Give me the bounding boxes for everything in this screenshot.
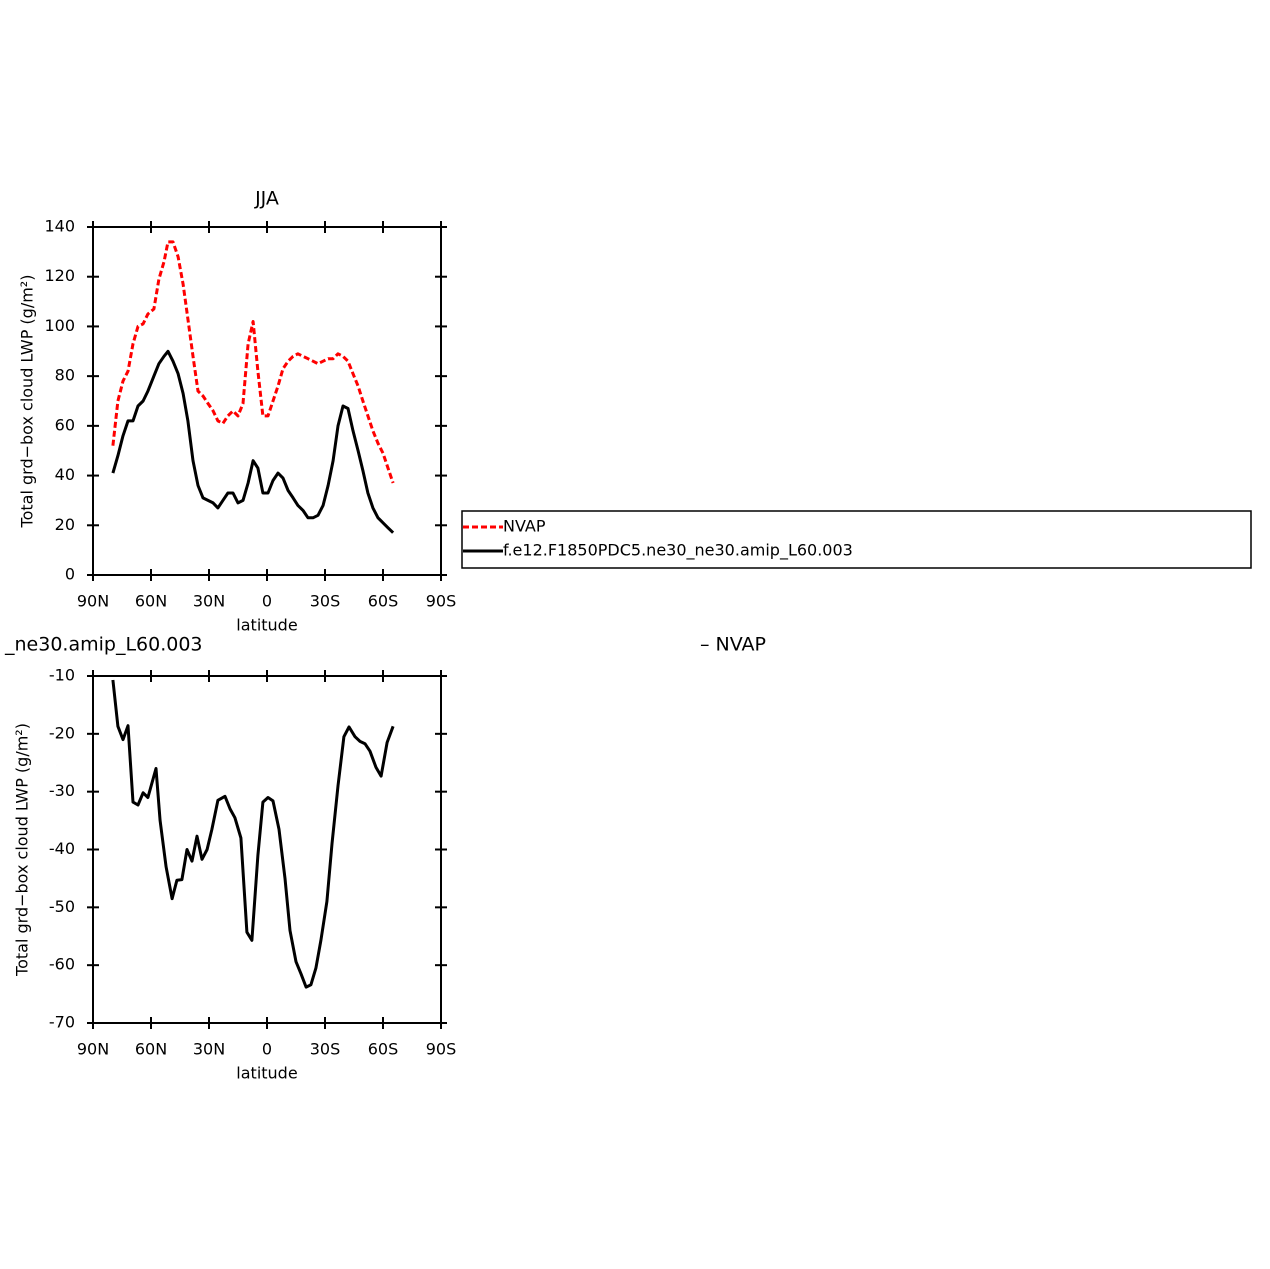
x-tick-label: 90S <box>426 592 457 611</box>
plot-frame <box>92 675 442 1024</box>
x-tick-label: 60N <box>135 592 167 611</box>
x-tick-label: 30S <box>310 592 341 611</box>
x-tick-label: 0 <box>262 592 272 611</box>
x-tick-label: 60S <box>368 1040 399 1059</box>
legend-label: NVAP <box>503 517 546 536</box>
y-axis-label: Total grd−box cloud LWP (g/m²) <box>18 275 37 529</box>
data-line <box>111 679 395 989</box>
x-tick-label: 30S <box>310 1040 341 1059</box>
x-tick-label: 30N <box>193 1040 225 1059</box>
x-tick-label: 90S <box>426 1040 457 1059</box>
y-tick-label: 60 <box>55 415 75 434</box>
y-tick-label: -30 <box>49 781 75 800</box>
y-tick-label: 80 <box>55 366 75 385</box>
x-tick-label: 30N <box>193 592 225 611</box>
legend-box <box>461 510 1252 569</box>
y-tick-label: 120 <box>44 266 75 285</box>
plot-frame <box>92 226 442 576</box>
chart-title-right: – NVAP <box>700 634 766 656</box>
data-line <box>111 240 395 484</box>
x-axis-label: latitude <box>236 1064 297 1083</box>
y-tick-label: 40 <box>55 465 75 484</box>
chart-title-left: _ne30.amip_L60.003 <box>4 634 203 656</box>
y-tick-label: -20 <box>49 723 75 742</box>
x-tick-label: 0 <box>262 1040 272 1059</box>
y-tick-label: -40 <box>49 839 75 858</box>
y-tick-label: 140 <box>44 217 75 236</box>
y-tick-label: 0 <box>65 565 75 584</box>
legend-label: f.e12.F1850PDC5.ne30_ne30.amip_L60.003 <box>503 541 853 561</box>
x-tick-label: 90N <box>77 592 109 611</box>
y-axis-label: Total grd−box cloud LWP (g/m²) <box>13 723 32 977</box>
x-tick-label: 60N <box>135 1040 167 1059</box>
y-tick-label: 20 <box>55 515 75 534</box>
chart-title: JJA <box>254 188 279 210</box>
x-tick-label: 90N <box>77 1040 109 1059</box>
y-tick-label: -10 <box>49 666 75 685</box>
y-tick-label: -70 <box>49 1013 75 1032</box>
y-tick-label: -50 <box>49 897 75 916</box>
x-axis-label: latitude <box>236 616 297 635</box>
y-tick-label: -60 <box>49 955 75 974</box>
y-tick-label: 100 <box>44 316 75 335</box>
data-line <box>111 349 395 534</box>
x-tick-label: 60S <box>368 592 399 611</box>
